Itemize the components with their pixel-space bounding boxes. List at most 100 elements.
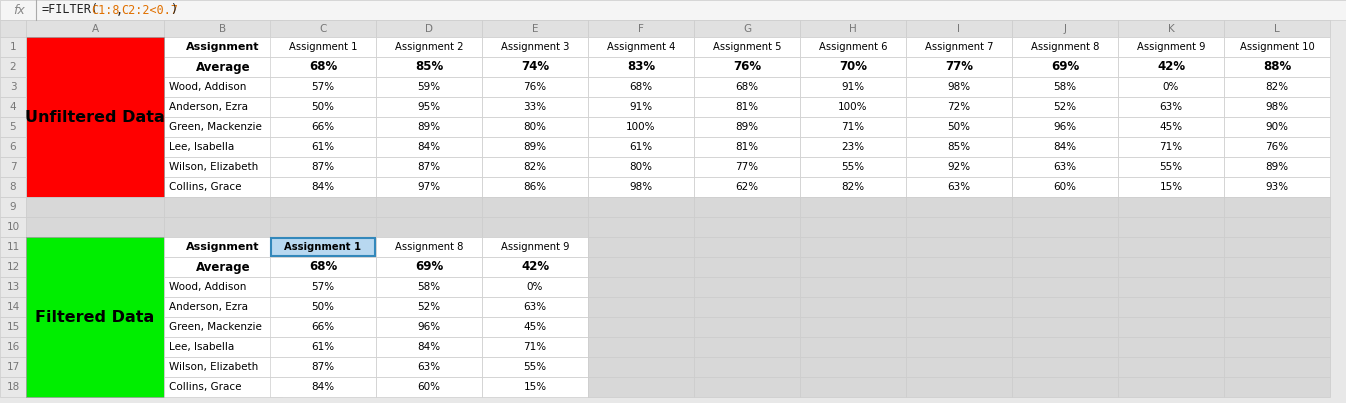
Bar	[376, 77, 482, 97]
Bar	[588, 357, 695, 377]
Bar	[906, 117, 1012, 137]
Bar	[1012, 97, 1119, 117]
Text: Assignment 8: Assignment 8	[1031, 42, 1100, 52]
Text: 1: 1	[9, 42, 16, 52]
Text: 10: 10	[7, 222, 20, 232]
Bar	[1224, 37, 1330, 57]
Bar	[800, 117, 906, 137]
Bar	[695, 337, 800, 357]
Bar	[695, 297, 800, 317]
Text: Assignment: Assignment	[186, 42, 260, 52]
Text: Assignment 5: Assignment 5	[713, 42, 781, 52]
Bar	[588, 20, 695, 37]
Bar	[0, 37, 26, 57]
Bar	[0, 0, 1346, 20]
Bar	[800, 77, 906, 97]
Bar	[800, 297, 906, 317]
Bar	[271, 257, 376, 277]
Bar	[482, 57, 588, 77]
Bar	[1224, 357, 1330, 377]
Text: 52%: 52%	[1054, 102, 1077, 112]
Bar	[1012, 37, 1119, 57]
Text: 85%: 85%	[415, 60, 443, 73]
Text: Assignment 3: Assignment 3	[501, 42, 569, 52]
Text: 80%: 80%	[524, 122, 546, 132]
Text: 68%: 68%	[308, 60, 336, 73]
Bar	[0, 137, 26, 157]
Text: B: B	[219, 23, 226, 33]
Text: 61%: 61%	[630, 142, 653, 152]
Bar	[695, 57, 800, 77]
Text: K: K	[1167, 23, 1174, 33]
Bar	[800, 20, 906, 37]
Text: 71%: 71%	[1159, 142, 1183, 152]
Text: 55%: 55%	[1159, 162, 1183, 172]
Bar	[482, 97, 588, 117]
Text: 14: 14	[7, 302, 20, 312]
Bar	[1012, 157, 1119, 177]
Bar	[800, 257, 906, 277]
Bar	[588, 137, 695, 157]
Text: 95%: 95%	[417, 102, 440, 112]
Bar	[588, 237, 695, 257]
Text: 55%: 55%	[524, 362, 546, 372]
Bar	[271, 117, 376, 137]
Text: 42%: 42%	[521, 260, 549, 274]
Bar	[906, 337, 1012, 357]
Text: Wood, Addison: Wood, Addison	[170, 282, 246, 292]
Text: 68%: 68%	[630, 82, 653, 92]
Text: Collins, Grace: Collins, Grace	[170, 182, 241, 192]
Text: Wilson, Elizabeth: Wilson, Elizabeth	[170, 362, 258, 372]
Bar	[588, 217, 695, 237]
Text: 84%: 84%	[1054, 142, 1077, 152]
Text: 74%: 74%	[521, 60, 549, 73]
Bar	[482, 177, 588, 197]
Bar	[695, 117, 800, 137]
Bar	[1012, 137, 1119, 157]
Bar	[1012, 317, 1119, 337]
Bar	[906, 237, 1012, 257]
Text: A: A	[92, 23, 98, 33]
Text: 77%: 77%	[945, 60, 973, 73]
Text: C: C	[319, 23, 327, 33]
Text: 6: 6	[9, 142, 16, 152]
Text: 9: 9	[9, 202, 16, 212]
Bar	[800, 277, 906, 297]
Text: 84%: 84%	[417, 142, 440, 152]
Text: 23%: 23%	[841, 142, 864, 152]
Text: 52%: 52%	[417, 302, 440, 312]
Bar	[376, 217, 482, 237]
Text: 50%: 50%	[311, 102, 335, 112]
Bar	[1012, 57, 1119, 77]
Bar	[588, 277, 695, 297]
Bar	[376, 157, 482, 177]
Bar	[482, 377, 588, 397]
Bar	[164, 197, 283, 217]
Bar	[271, 97, 376, 117]
Bar	[906, 257, 1012, 277]
Text: Assignment 2: Assignment 2	[394, 42, 463, 52]
Text: 70%: 70%	[839, 60, 867, 73]
Bar	[271, 217, 376, 237]
Text: 81%: 81%	[735, 102, 759, 112]
Bar	[1119, 317, 1224, 337]
Bar	[0, 217, 26, 237]
Bar	[1119, 137, 1224, 157]
Bar	[0, 97, 26, 117]
Bar	[0, 117, 26, 137]
Text: 61%: 61%	[311, 342, 335, 352]
Bar	[695, 277, 800, 297]
Bar	[0, 257, 26, 277]
Bar	[1224, 77, 1330, 97]
Bar	[1224, 317, 1330, 337]
Bar	[1119, 257, 1224, 277]
Bar	[0, 377, 26, 397]
Bar	[376, 177, 482, 197]
Bar	[376, 297, 482, 317]
Bar	[1224, 57, 1330, 77]
Bar	[376, 137, 482, 157]
Bar	[376, 20, 482, 37]
Text: C2:2<0.7: C2:2<0.7	[121, 4, 178, 17]
Text: 63%: 63%	[948, 182, 970, 192]
Bar	[271, 237, 376, 257]
